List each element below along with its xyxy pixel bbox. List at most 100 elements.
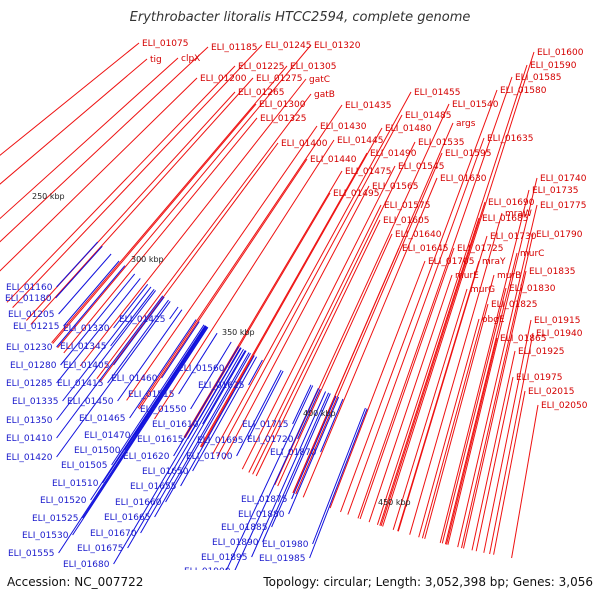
gene-label-eli-01215[interactable]: ELI_01215 xyxy=(13,322,60,332)
gene-label-eli-01685[interactable]: ELI_01685 xyxy=(482,214,529,224)
gene-label-eli-01345[interactable]: ELI_01345 xyxy=(60,342,107,352)
gene-label-murb[interactable]: murB xyxy=(497,271,521,281)
gene-label-eli-01460[interactable]: ELI_01460 xyxy=(111,374,158,384)
gene-label-eli-01350[interactable]: ELI_01350 xyxy=(6,416,53,426)
gene-label-eli-01560[interactable]: ELI_01560 xyxy=(178,364,225,374)
gene-label-eli-01655[interactable]: ELI_01655 xyxy=(130,482,177,492)
gene-label-eli-01185[interactable]: ELI_01185 xyxy=(211,43,258,53)
gene-label-eli-01915[interactable]: ELI_01915 xyxy=(534,316,581,326)
gene-label-eli-01205[interactable]: ELI_01205 xyxy=(8,310,55,320)
gene-label-eli-01640[interactable]: ELI_01640 xyxy=(395,230,442,240)
gene-label-eli-01550[interactable]: ELI_01550 xyxy=(140,405,187,415)
gene-label-eli-01455[interactable]: ELI_01455 xyxy=(414,88,461,98)
gene-label-eli-01675[interactable]: ELI_01675 xyxy=(77,544,124,554)
gene-label-eli-01415[interactable]: ELI_01415 xyxy=(57,379,104,389)
gene-label-eli-01160[interactable]: ELI_01160 xyxy=(6,283,53,293)
gene-label-eli-01670[interactable]: ELI_01670 xyxy=(90,529,137,539)
gene-label-eli-01400[interactable]: ELI_01400 xyxy=(281,139,328,149)
gene-label-eli-01620[interactable]: ELI_01620 xyxy=(123,452,170,462)
gene-label-eli-01520[interactable]: ELI_01520 xyxy=(40,496,87,506)
gene-label-gatb[interactable]: gatB xyxy=(314,90,335,100)
gene-label-murg[interactable]: murG xyxy=(470,285,495,295)
gene-label-tig[interactable]: tig xyxy=(150,55,162,65)
gene-label-eli-01510[interactable]: ELI_01510 xyxy=(52,479,99,489)
gene-label-eli-01180[interactable]: ELI_01180 xyxy=(5,294,52,304)
gene-label-eli-01940[interactable]: ELI_01940 xyxy=(536,329,583,339)
gene-label-eli-01650[interactable]: ELI_01650 xyxy=(142,467,189,477)
gene-label-eli-01330[interactable]: ELI_01330 xyxy=(63,324,110,334)
gene-label-eli-01425[interactable]: ELI_01425 xyxy=(119,315,166,325)
gene-label-eli-01500[interactable]: ELI_01500 xyxy=(74,446,121,456)
gene-label-eli-01540[interactable]: ELI_01540 xyxy=(452,100,499,110)
gene-label-eli-01245[interactable]: ELI_01245 xyxy=(265,41,312,51)
gene-label-eli-01200[interactable]: ELI_01200 xyxy=(200,74,247,84)
gene-label-eli-01720[interactable]: ELI_01720 xyxy=(247,435,294,445)
gene-label-eli-01715[interactable]: ELI_01715 xyxy=(242,420,289,430)
gene-label-eli-01410[interactable]: ELI_01410 xyxy=(6,434,53,444)
gene-label-eli-01830[interactable]: ELI_01830 xyxy=(509,284,556,294)
gene-label-eli-01595[interactable]: ELI_01595 xyxy=(445,149,492,159)
gene-label-eli-01445[interactable]: ELI_01445 xyxy=(337,136,384,146)
gene-label-eli-01525[interactable]: ELI_01525 xyxy=(32,514,79,524)
gene-label-eli-01660[interactable]: ELI_01660 xyxy=(115,498,162,508)
gene-label-eli-01545[interactable]: ELI_01545 xyxy=(398,162,445,172)
gene-label-eli-01985[interactable]: ELI_01985 xyxy=(259,554,306,564)
gene-label-eli-01420[interactable]: ELI_01420 xyxy=(6,453,53,463)
gene-label-args[interactable]: args xyxy=(456,119,476,129)
gene-label-eli-01680[interactable]: ELI_01680 xyxy=(63,560,110,570)
gene-label-eli-01480[interactable]: ELI_01480 xyxy=(385,124,432,134)
gene-label-eli-01230[interactable]: ELI_01230 xyxy=(6,343,53,353)
gene-label-eli-01300[interactable]: ELI_01300 xyxy=(259,100,306,110)
gene-label-eli-01465[interactable]: ELI_01465 xyxy=(79,414,126,424)
gene-label-obge[interactable]: obgE xyxy=(482,315,505,325)
gene-label-eli-01605[interactable]: ELI_01605 xyxy=(383,216,430,226)
gene-label-clpx[interactable]: clpX xyxy=(181,54,200,64)
gene-label-eli-01535[interactable]: ELI_01535 xyxy=(418,138,465,148)
gene-label-eli-01075[interactable]: ELI_01075 xyxy=(142,39,189,49)
gene-label-eli-01600[interactable]: ELI_01600 xyxy=(537,48,584,58)
gene-label-eli-01585[interactable]: ELI_01585 xyxy=(515,73,562,83)
gene-label-eli-01705[interactable]: ELI_01705 xyxy=(428,257,475,267)
gene-label-eli-01735[interactable]: ELI_01735 xyxy=(532,186,579,196)
gene-label-eli-01485[interactable]: ELI_01485 xyxy=(405,111,452,121)
gene-label-eli-01695[interactable]: ELI_01695 xyxy=(197,436,244,446)
gene-label-eli-01320[interactable]: ELI_01320 xyxy=(314,41,361,51)
gene-label-eli-01865[interactable]: ELI_01865 xyxy=(500,334,547,344)
gene-label-mraw[interactable]: mraW xyxy=(505,209,532,219)
gene-label-eli-01730[interactable]: ELI_01730 xyxy=(490,232,537,242)
gene-label-eli-01665[interactable]: ELI_01665 xyxy=(104,513,151,523)
gene-label-eli-01645[interactable]: ELI_01645 xyxy=(402,244,449,254)
gene-label-murc[interactable]: murC xyxy=(520,249,544,259)
gene-label-eli-01505[interactable]: ELI_01505 xyxy=(61,461,108,471)
gene-label-eli-01555[interactable]: ELI_01555 xyxy=(8,549,55,559)
gene-label-eli-01265[interactable]: ELI_01265 xyxy=(238,88,285,98)
gene-label-eli-01615[interactable]: ELI_01615 xyxy=(137,435,184,445)
gene-label-mure[interactable]: murE xyxy=(455,271,479,281)
gene-label-eli-02050[interactable]: ELI_02050 xyxy=(541,401,588,411)
gene-label-eli-01430[interactable]: ELI_01430 xyxy=(320,122,367,132)
gene-label-eli-01880[interactable]: ELI_01880 xyxy=(238,510,285,520)
gene-label-eli-01405[interactable]: ELI_01405 xyxy=(63,361,110,371)
gene-label-gatc[interactable]: gatC xyxy=(309,75,330,85)
gene-label-eli-02015[interactable]: ELI_02015 xyxy=(528,387,575,397)
gene-label-eli-01475[interactable]: ELI_01475 xyxy=(345,167,392,177)
gene-label-eli-01725[interactable]: ELI_01725 xyxy=(457,244,504,254)
gene-label-eli-01450[interactable]: ELI_01450 xyxy=(67,397,114,407)
gene-label-eli-01700[interactable]: ELI_01700 xyxy=(186,452,233,462)
gene-label-eli-01890[interactable]: ELI_01890 xyxy=(212,538,259,548)
gene-label-eli-01495[interactable]: ELI_01495 xyxy=(333,189,380,199)
gene-label-eli-01690[interactable]: ELI_01690 xyxy=(488,198,535,208)
gene-label-eli-01490[interactable]: ELI_01490 xyxy=(370,149,417,159)
gene-label-eli-01895[interactable]: ELI_01895 xyxy=(201,553,248,563)
gene-label-eli-01325[interactable]: ELI_01325 xyxy=(260,114,307,124)
gene-label-eli-01225[interactable]: ELI_01225 xyxy=(238,62,285,72)
gene-label-eli-01440[interactable]: ELI_01440 xyxy=(310,155,357,165)
gene-label-eli-01575[interactable]: ELI_01575 xyxy=(384,201,431,211)
gene-label-eli-01875[interactable]: ELI_01875 xyxy=(241,495,288,505)
gene-label-eli-01790[interactable]: ELI_01790 xyxy=(536,230,583,240)
gene-label-mray[interactable]: mraY xyxy=(482,257,506,267)
gene-label-eli-01740[interactable]: ELI_01740 xyxy=(540,174,587,184)
gene-label-eli-01885[interactable]: ELI_01885 xyxy=(221,523,268,533)
gene-label-eli-01980[interactable]: ELI_01980 xyxy=(262,540,309,550)
